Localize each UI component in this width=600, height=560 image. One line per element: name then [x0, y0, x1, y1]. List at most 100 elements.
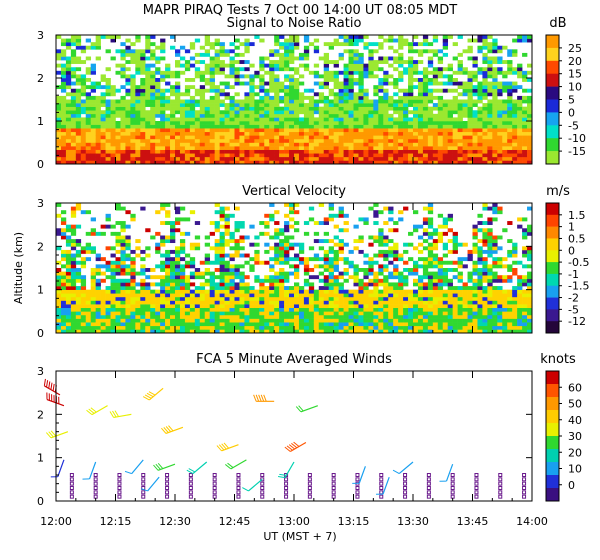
heatmap-cell: [294, 149, 300, 154]
heatmap-cell: [284, 88, 290, 93]
heatmap-cell: [343, 113, 349, 118]
heatmap-cell: [294, 296, 300, 301]
heatmap-cell: [56, 307, 62, 312]
heatmap-cell: [403, 124, 409, 129]
heatmap-cell: [452, 131, 458, 136]
heatmap-cell: [487, 235, 493, 240]
heatmap-cell: [259, 117, 265, 122]
heatmap-cell: [417, 242, 424, 247]
heatmap-cell: [254, 249, 260, 254]
heatmap-cell: [333, 278, 339, 283]
heatmap-cell: [150, 70, 156, 75]
heatmap-cell: [373, 300, 379, 305]
heatmap-cell: [189, 110, 196, 115]
heatmap-cell: [457, 289, 463, 294]
calm-wind-marker: [236, 473, 241, 477]
heatmap-cell: [427, 142, 434, 147]
heatmap-cell: [244, 60, 250, 64]
heatmap-cell: [303, 88, 310, 93]
heatmap-cell: [264, 110, 270, 115]
heatmap-cell: [155, 81, 161, 86]
heatmap-cell: [75, 67, 82, 72]
heatmap-cell: [338, 307, 344, 312]
heatmap-cell: [388, 99, 394, 104]
heatmap-cell: [95, 278, 101, 283]
heatmap-cell: [294, 142, 300, 147]
heatmap-cell: [214, 88, 220, 93]
calm-wind-marker: [260, 473, 265, 477]
heatmap-cell: [140, 131, 146, 136]
heatmap-cell: [179, 45, 186, 50]
heatmap-cell: [214, 307, 220, 312]
heatmap-cell: [383, 311, 389, 316]
heatmap-cell: [507, 249, 513, 254]
heatmap-cell: [403, 260, 409, 265]
heatmap-cell: [65, 74, 72, 79]
heatmap-cell: [279, 253, 285, 258]
heatmap-cell: [417, 307, 424, 312]
heatmap-cell: [80, 110, 87, 115]
heatmap-cell: [408, 146, 414, 150]
heatmap-cell: [427, 296, 434, 301]
heatmap-cell: [323, 307, 330, 312]
heatmap-cell: [105, 92, 111, 97]
heatmap-cell: [259, 56, 265, 61]
heatmap-cell: [308, 103, 315, 107]
heatmap-cell: [333, 304, 339, 309]
heatmap-cell: [512, 124, 518, 129]
heatmap-cell: [363, 113, 369, 118]
heatmap-cell: [343, 149, 349, 154]
heatmap-cell: [150, 81, 156, 86]
heatmap-cell: [115, 278, 121, 283]
heatmap-cell: [150, 142, 156, 147]
heatmap-cell: [457, 275, 463, 280]
heatmap-cell: [462, 296, 468, 301]
heatmap-cell: [294, 286, 300, 290]
heatmap-cell: [209, 45, 215, 50]
heatmap-cell: [422, 35, 429, 39]
heatmap-cell: [264, 117, 270, 122]
heatmap-cell: [189, 311, 196, 316]
heatmap-cell: [462, 282, 468, 287]
heatmap-cell: [388, 307, 394, 312]
heatmap-cell: [259, 289, 265, 294]
heatmap-cell: [477, 268, 483, 272]
heatmap-cell: [274, 92, 280, 97]
heatmap-cell: [110, 307, 116, 312]
heatmap-cell: [135, 35, 141, 39]
heatmap-cell: [328, 275, 334, 280]
heatmap-cell: [398, 296, 404, 301]
heatmap-cell: [229, 49, 235, 54]
heatmap-cell: [214, 318, 220, 323]
heatmap-cell: [353, 103, 359, 107]
heatmap-cell: [437, 264, 444, 269]
heatmap-cell: [219, 239, 225, 244]
heatmap-cell: [219, 70, 225, 75]
heatmap-cell: [353, 56, 359, 61]
heatmap-cell: [363, 110, 369, 115]
heatmap-cell: [343, 260, 349, 265]
heatmap-cell: [80, 106, 87, 111]
heatmap-cell: [204, 253, 211, 258]
heatmap-cell: [70, 103, 77, 107]
heatmap-cell: [432, 282, 439, 287]
heatmap-cell: [442, 268, 449, 272]
heatmap-cell: [259, 286, 265, 290]
heatmap-cell: [65, 318, 72, 323]
heatmap-cell: [294, 282, 300, 287]
heatmap-cell: [393, 314, 399, 319]
heatmap-cell: [279, 67, 285, 72]
heatmap-cell: [517, 300, 523, 305]
heatmap-cell: [60, 95, 67, 100]
heatmap-cell: [477, 106, 483, 111]
heatmap-cell: [467, 257, 473, 262]
heatmap-cell: [343, 85, 349, 90]
heatmap-cell: [408, 160, 414, 165]
calm-wind-marker: [188, 477, 193, 482]
heatmap-cell: [269, 60, 275, 64]
heatmap-cell: [289, 311, 295, 316]
heatmap-cell: [140, 156, 146, 161]
heatmap-cell: [125, 60, 131, 64]
heatmap-cell: [85, 113, 92, 118]
heatmap-cell: [512, 85, 518, 90]
